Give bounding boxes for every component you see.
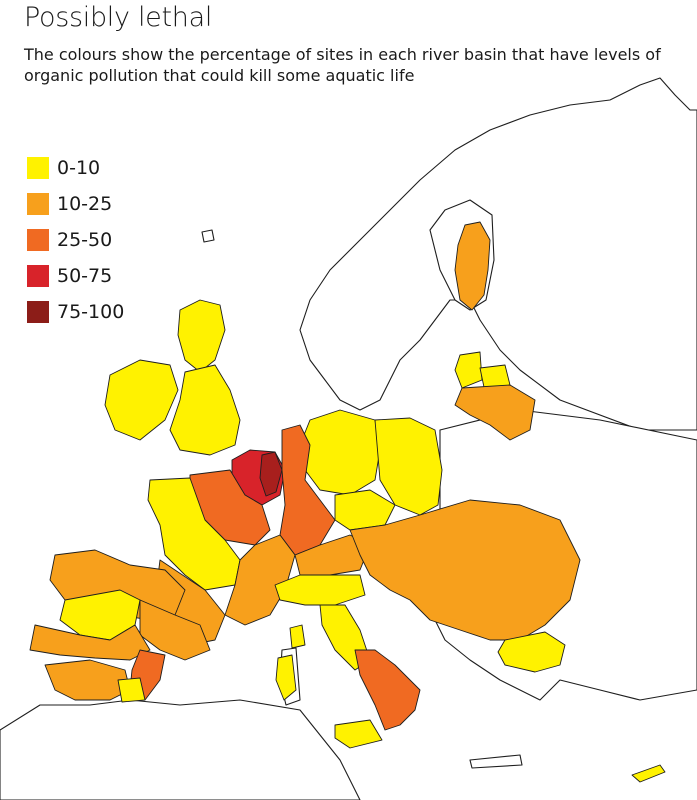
legend-label: 10-25	[57, 193, 113, 215]
legend-swatch	[27, 157, 49, 179]
basin-italy-south	[354, 649, 421, 731]
basin-germany-north	[299, 409, 381, 496]
basin-meuse	[259, 451, 283, 497]
basin-sardinia	[275, 654, 297, 701]
basin-corsica	[289, 624, 306, 649]
legend-label: 0-10	[57, 157, 101, 179]
basin-loire	[147, 477, 241, 591]
river-basins	[29, 221, 666, 783]
basin-danube	[349, 499, 581, 641]
basin-ireland	[104, 359, 179, 441]
basin-guadalquivir	[44, 659, 131, 701]
legend-item: 0-10	[27, 150, 124, 186]
basin-ebro	[139, 599, 211, 661]
legend-item: 75-100	[27, 294, 124, 330]
legend-item: 50-75	[27, 258, 124, 294]
basin-lithuania	[454, 384, 536, 441]
basin-po	[274, 574, 366, 606]
legend-swatch	[27, 193, 49, 215]
legend-swatch	[27, 301, 49, 323]
legend-swatch	[27, 265, 49, 287]
basin-cyprus	[631, 764, 666, 783]
legend-item: 25-50	[27, 222, 124, 258]
basin-germany-south	[334, 489, 396, 531]
basin-rhone	[224, 534, 296, 626]
legend-label: 25-50	[57, 229, 113, 251]
basin-bulgaria	[497, 631, 566, 673]
legend-label: 50-75	[57, 265, 113, 287]
basin-estonia	[454, 351, 483, 389]
basin-spain-south-yellow	[117, 677, 146, 703]
legend-label: 75-100	[57, 301, 125, 323]
legend-item: 10-25	[27, 186, 124, 222]
basin-scotland	[177, 299, 226, 373]
basin-rhine	[279, 424, 336, 556]
basin-england	[169, 364, 241, 456]
map-title: Possibly lethal	[24, 2, 213, 33]
basin-sicily	[334, 719, 383, 749]
basin-sweden-east	[454, 221, 491, 311]
legend: 0-10 10-25 25-50 50-75 75-100	[27, 150, 124, 330]
legend-swatch	[27, 229, 49, 251]
map-subtitle: The colours show the percentage of sites…	[24, 45, 661, 85]
basin-germany-east	[374, 417, 443, 516]
